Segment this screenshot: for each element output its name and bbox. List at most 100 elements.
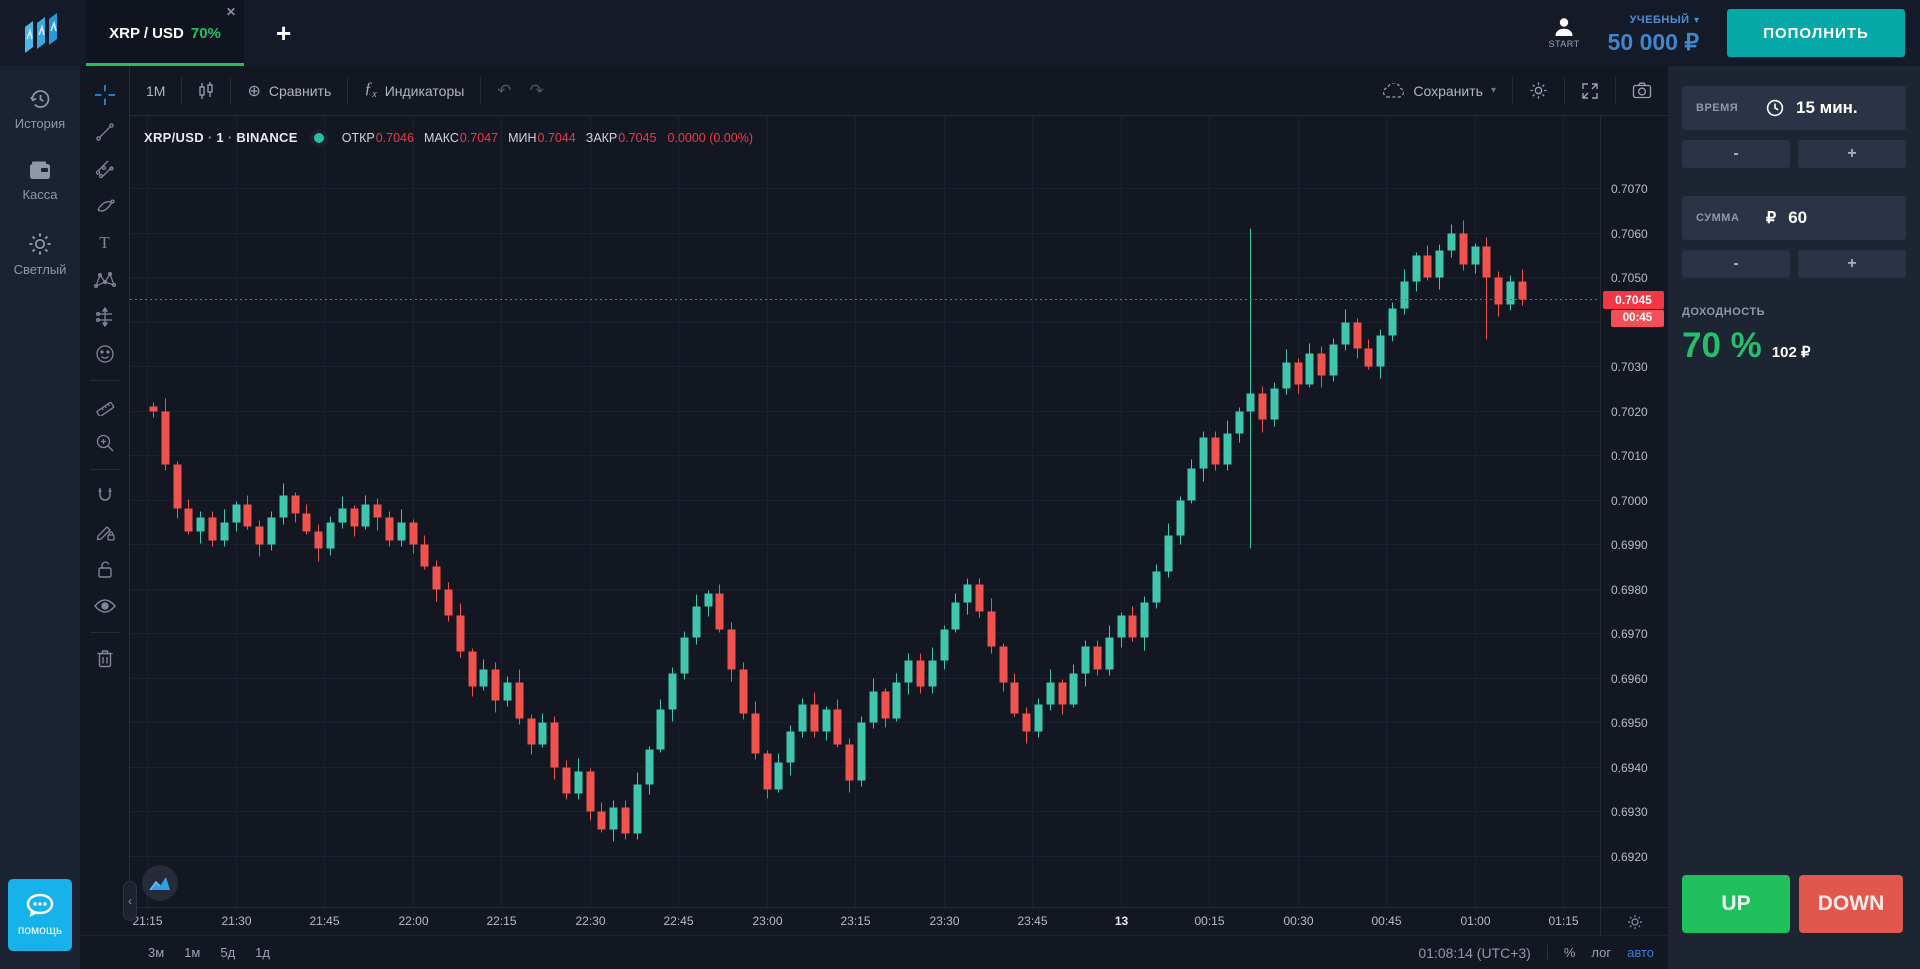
header-right: START УЧЕБНЫЙ ▾ 50 000 ₽ ПОПОЛНИТЬ [1548, 0, 1920, 66]
price-axis[interactable]: 0.7070 0.7060 0.7050 0.7030 0.7020 0.7010 0.70… [1600, 116, 1668, 907]
payout-profit: 102 ₽ [1771, 344, 1811, 361]
time-field-label: ВРЕМЯ [1696, 102, 1739, 114]
account-caret-down-icon: ▾ [1693, 15, 1699, 26]
brush-tool[interactable] [88, 191, 122, 221]
text-tool[interactable]: T [99, 233, 110, 252]
fullscreen-button[interactable] [1565, 77, 1615, 105]
candlestick-chart[interactable] [130, 116, 1600, 907]
percent-scale-button[interactable]: % [1563, 945, 1576, 960]
add-tab-button[interactable]: + [276, 17, 292, 48]
range-5d-button[interactable]: 5д [220, 945, 236, 960]
drawing-toolbar: T [80, 66, 130, 907]
sidebar-item-cashier[interactable]: Касса [22, 161, 58, 202]
compare-button[interactable]: ⊕ Сравнить [231, 77, 347, 105]
sidebar-item-label: Светлый [13, 262, 67, 277]
save-caret-icon: ▾ [1490, 85, 1496, 96]
stay-in-drawing-mode[interactable] [88, 517, 122, 547]
trend-line-icon [95, 123, 114, 141]
log-scale-button[interactable]: лог [1591, 945, 1612, 960]
emoji-tool[interactable] [88, 339, 122, 369]
magnet-icon [98, 488, 111, 501]
toolbar-separator [181, 76, 183, 105]
time-minus-button[interactable]: - [1682, 140, 1790, 168]
chart-legend: XRP/USD · 1 · BINANCE ОТКР0.7046 МАКС0.7… [144, 130, 753, 145]
zoom-tool[interactable] [88, 428, 122, 458]
clock-utc[interactable]: 01:08:14 (UTC+3) [1418, 944, 1531, 961]
hide-drawings[interactable] [88, 591, 122, 621]
toolbar-collapse-handle[interactable]: ‹ [123, 881, 137, 921]
range-1d-button[interactable]: 1д [255, 945, 270, 960]
time-plus-button[interactable]: + [1798, 140, 1906, 168]
indicators-label: Индикаторы [384, 82, 465, 99]
logo-icon [25, 13, 57, 53]
instrument-logo-button[interactable] [142, 865, 178, 901]
save-layout-button[interactable]: Сохранить ▾ [1365, 77, 1512, 105]
range-3m-button[interactable]: 3м [148, 945, 165, 960]
timezone-corner[interactable] [1600, 908, 1668, 936]
price-tick: 0.7050 [1611, 270, 1648, 285]
time-tick: 01:15 [1548, 914, 1579, 928]
measure-tool[interactable] [88, 391, 122, 421]
cloud-icon [1383, 82, 1405, 98]
time-tick: 22:00 [398, 914, 429, 928]
range-1m-button[interactable]: 1м [184, 945, 201, 960]
chart-style-button[interactable] [182, 77, 230, 105]
tab-xrp-usd[interactable]: XRP / USD 70% ✕ [86, 0, 244, 66]
redo-button[interactable]: ↷ [528, 77, 560, 105]
crosshair-tool[interactable] [88, 80, 122, 110]
toolbar-separator [480, 76, 482, 105]
start-button[interactable]: START [1548, 17, 1579, 49]
eye-icon [93, 599, 116, 613]
screenshot-button[interactable] [1616, 77, 1668, 105]
wallet-icon [29, 161, 50, 179]
sidebar-item-theme[interactable]: Светлый [13, 232, 67, 277]
chart-settings-button[interactable] [1513, 77, 1564, 105]
undo-button[interactable]: ↶ [481, 77, 527, 105]
pattern-tool[interactable] [88, 265, 122, 295]
price-tick: 0.6980 [1611, 582, 1648, 597]
pencil-lock-icon [96, 526, 115, 541]
app-sidebar: История Касса Светлый [0, 66, 80, 969]
time-tick: 22:15 [486, 914, 517, 928]
balance-block[interactable]: УЧЕБНЫЙ ▾ 50 000 ₽ [1608, 10, 1699, 56]
lock-drawings[interactable] [88, 554, 122, 584]
time-tick: 21:30 [221, 914, 252, 928]
magnet-mode[interactable] [88, 480, 122, 510]
indicators-button[interactable]: ƒx Индикаторы [348, 77, 480, 105]
time-axis[interactable]: 21:15 21:30 21:45 22:00 22:15 22:30 22:45 23:00… [130, 907, 1668, 936]
undo-icon: ↶ [497, 80, 512, 100]
amount-plus-button[interactable]: + [1798, 250, 1906, 278]
time-field[interactable]: ВРЕМЯ 15 мин. [1682, 86, 1906, 130]
time-tick: 23:30 [929, 914, 960, 928]
clock-icon [1766, 99, 1784, 117]
time-tick: 23:15 [840, 914, 871, 928]
gann-fib-tool[interactable] [88, 154, 122, 184]
time-steppers: - + [1682, 140, 1906, 168]
sun-settings-icon [1627, 915, 1642, 929]
up-button[interactable]: UP [1682, 875, 1790, 933]
interval-button[interactable]: 1М [130, 77, 181, 105]
sidebar-item-history[interactable]: История [15, 88, 65, 131]
tab-close-icon[interactable]: ✕ [225, 5, 236, 19]
auto-scale-button[interactable]: авто [1627, 945, 1654, 960]
remove-drawings[interactable] [88, 643, 122, 673]
time-tick: 23:00 [752, 914, 783, 928]
down-button[interactable]: DOWN [1799, 875, 1903, 933]
app-logo[interactable] [0, 0, 86, 66]
legend-symbol[interactable]: XRP/USD · 1 · BINANCE [144, 130, 298, 145]
fullscreen-icon [1582, 82, 1598, 99]
account-type-label[interactable]: УЧЕБНЫЙ [1629, 14, 1690, 26]
amount-field-label: СУММА [1696, 212, 1740, 224]
amount-minus-button[interactable]: - [1682, 250, 1790, 278]
time-tick: 00:30 [1283, 914, 1314, 928]
trend-line-tool[interactable] [88, 117, 122, 147]
chart-body[interactable]: XRP/USD · 1 · BINANCE ОТКР0.7046 МАКС0.7… [123, 116, 1668, 921]
amount-field[interactable]: СУММА ₽ 60 [1682, 196, 1906, 240]
payout-row: 70 % 102 ₽ [1682, 326, 1906, 366]
expiry-countdown-tag: 00:45 [1611, 309, 1664, 327]
price-tick: 0.7000 [1611, 493, 1648, 508]
time-tick-date: 13 [1114, 914, 1129, 928]
help-button[interactable]: помощь [8, 879, 72, 951]
deposit-button[interactable]: ПОПОЛНИТЬ [1727, 9, 1905, 57]
forecast-tool[interactable] [88, 302, 122, 332]
